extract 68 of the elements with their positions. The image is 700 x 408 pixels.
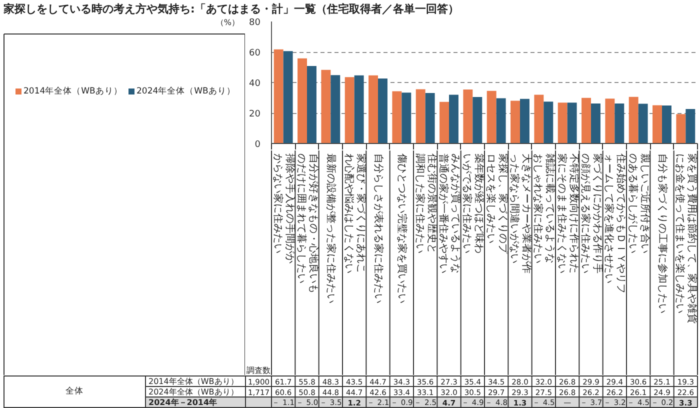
- bar: [534, 94, 544, 144]
- bar: [321, 70, 331, 144]
- bar: [449, 94, 458, 144]
- y-tick-label: 80: [249, 18, 261, 28]
- bar: [496, 98, 506, 144]
- bar: [298, 58, 307, 144]
- x-tick-label: 自分らしさが表れる家に住みたい: [372, 154, 384, 304]
- bar: [472, 96, 482, 144]
- bar: [614, 104, 624, 144]
- x-tick-label: 家探し、家づくりのプロセスを楽しみたい: [484, 154, 509, 254]
- x-tick-label: 不特定多数向けに作られた家にそのまま住みたくない: [556, 154, 580, 274]
- bar: [652, 105, 662, 144]
- x-tick-label: 大きなメーカーや業者が作った家なら間違いがない: [508, 154, 533, 274]
- bar: [283, 51, 293, 144]
- x-tick-label: 自分が好きなもの・心地良いものだけに囲まれて暮らしたい: [295, 154, 320, 294]
- x-tick-label: 家を買う費用は節約して、家具や雑貨にお金を使って住まいを楽しみたい: [674, 154, 698, 324]
- x-tick-label: 掃除や手入れの手間がかからない家に住みたい: [272, 154, 296, 264]
- x-tick-label: 住む街の景観や歴史と調和した家に住みたい: [414, 154, 438, 254]
- x-tick-label: 自分も家づくりの工事に参加したい: [656, 154, 668, 314]
- x-tick-label: 雑誌に載っているようなおしゃれな家に住みたい: [532, 154, 556, 264]
- bar: [402, 92, 412, 144]
- bar: [274, 49, 284, 144]
- text: 調査数: [246, 366, 270, 375]
- bar: [416, 89, 426, 144]
- bar: [368, 75, 378, 144]
- bar: [567, 102, 577, 144]
- bar: [344, 77, 354, 144]
- bar: [638, 104, 648, 144]
- bar: [330, 75, 340, 144]
- bar: [558, 102, 568, 144]
- bar: [520, 98, 530, 144]
- bar: [307, 66, 316, 144]
- bar: [510, 100, 520, 144]
- bar: [686, 109, 696, 144]
- text: 全体: [66, 386, 84, 396]
- bar: [591, 104, 600, 144]
- bar: [463, 90, 473, 144]
- bar: [392, 91, 402, 144]
- y-tick-label: 60: [249, 48, 261, 58]
- text: 2024年－2014年: [148, 398, 218, 407]
- bar: [544, 102, 554, 144]
- legend-label: 2024年全体（WBあり）: [136, 86, 236, 96]
- bar: [628, 96, 638, 144]
- bar: [605, 98, 615, 144]
- legend-label: 2014年全体（WBあり）: [24, 86, 122, 96]
- y-tick-label: 20: [249, 110, 261, 120]
- x-tick-label: 家づくりにかかわる作り手の顔が見える家に住みたい: [579, 154, 604, 274]
- x-tick-label: 最新の設備が整った家に住みたい: [325, 154, 338, 304]
- x-tick-label: 傷ひとつない完璧な家を買いたい: [396, 154, 408, 304]
- bar: [676, 114, 686, 144]
- x-tick-label: 築年数が経つほど味わいがでる家に住みたい: [461, 154, 486, 254]
- x-tick-label: みんなが買っているような普通の家が一番住みやすい: [437, 154, 461, 274]
- x-tick-label: 住み始めてからもＤＩＹやリフォームして家を進化させたい: [603, 154, 626, 294]
- bar: [486, 90, 496, 144]
- bar: [425, 93, 435, 144]
- bar: [354, 75, 364, 144]
- x-tick-label: 親しいご近所付き合いのある暮らしがしたい: [626, 154, 651, 254]
- bar: [662, 106, 672, 144]
- chart-title: 家探しをしている時の考え方や気持ち:「あてはまる・計」一覧（住宅取得者／各単一回答）: [2, 2, 459, 16]
- bar: [582, 98, 591, 144]
- bar: [378, 78, 388, 144]
- text: 2024年全体（WBあり）: [148, 387, 238, 396]
- bar: [440, 102, 449, 144]
- y-tick-label: 40: [249, 79, 261, 89]
- x-tick-label: 家選び・家づくりにあれこれ心配や悩みはしたくない: [342, 154, 367, 274]
- y-tick-label: 0: [254, 140, 261, 150]
- text: 2014年全体（WBあり）: [148, 376, 238, 386]
- y-axis-title: （%）: [216, 18, 240, 27]
